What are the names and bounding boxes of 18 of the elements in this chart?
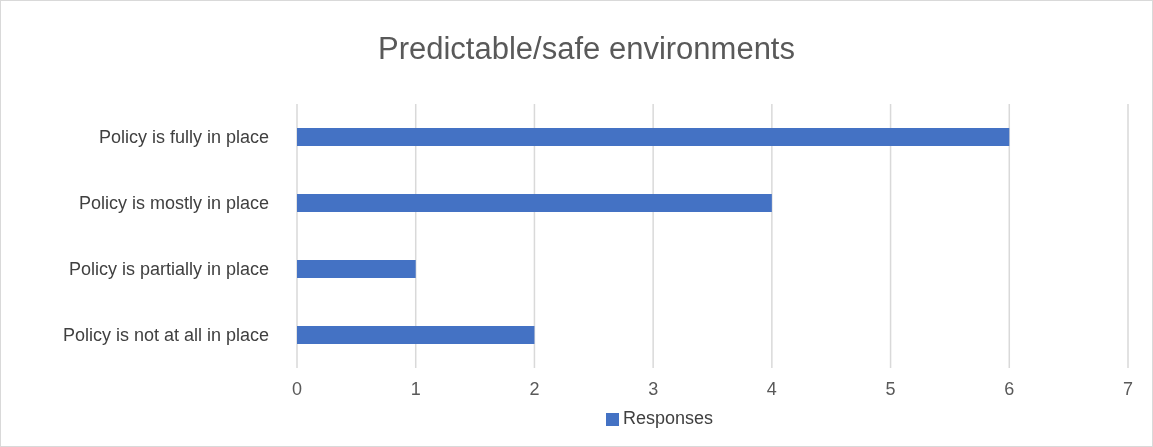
x-tick-label: 3 bbox=[648, 378, 659, 399]
x-tick-label: 4 bbox=[766, 378, 777, 399]
x-tick-label: 0 bbox=[291, 378, 303, 399]
bar bbox=[297, 128, 1010, 146]
bar bbox=[297, 194, 772, 212]
bar bbox=[297, 260, 416, 278]
chart-title: Predictable/safe environments bbox=[377, 29, 796, 68]
x-tick-label: 5 bbox=[885, 378, 896, 399]
y-tick-label: Policy is not at all in place bbox=[62, 325, 269, 346]
bar bbox=[297, 326, 535, 344]
legend-label: Responses bbox=[622, 408, 714, 428]
y-tick-label: Policy is partially in place bbox=[68, 259, 269, 280]
y-tick-label: Policy is mostly in place bbox=[78, 193, 269, 214]
x-tick-label: 7 bbox=[1122, 378, 1134, 399]
x-tick-label: 2 bbox=[529, 378, 540, 399]
x-tick-label: 6 bbox=[1004, 378, 1015, 399]
x-tick-label: 1 bbox=[410, 378, 421, 399]
y-tick-label: Policy is fully in place bbox=[98, 127, 269, 148]
